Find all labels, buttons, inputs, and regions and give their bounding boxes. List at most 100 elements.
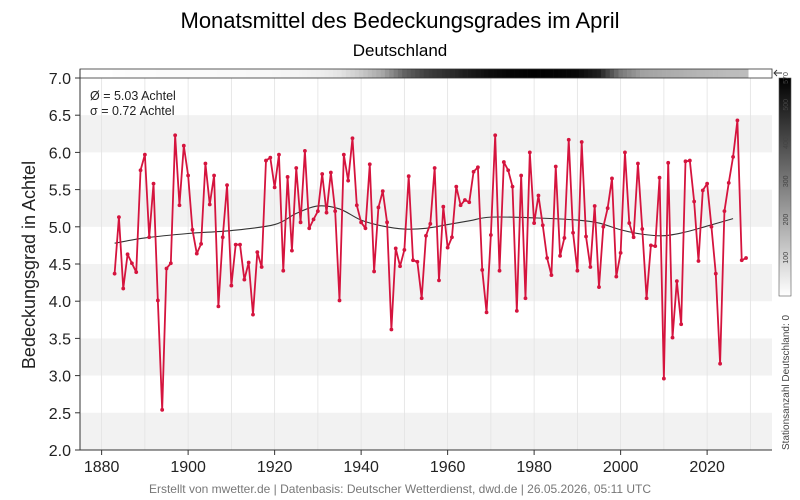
station-cell [125, 69, 131, 78]
colorbar-tick-label: 400 [783, 137, 790, 149]
data-point [726, 181, 731, 185]
station-cell [640, 69, 645, 78]
y-tick-label: 3.0 [49, 369, 71, 386]
data-point [549, 273, 554, 278]
station-cell [147, 69, 152, 78]
data-point [173, 133, 178, 138]
data-point [242, 277, 247, 282]
station-cell [207, 69, 213, 78]
data-point [155, 298, 160, 303]
data-point [268, 155, 273, 160]
station-cell [285, 69, 291, 78]
station-cell [129, 69, 135, 78]
data-point [501, 160, 506, 164]
x-tick-label: 2000 [603, 459, 639, 476]
station-cell [259, 69, 265, 78]
data-point [160, 407, 165, 412]
station-cell [216, 69, 221, 78]
mean-stat: Ø = 5.03 Achtel [90, 89, 176, 103]
y-tick-label: 5.5 [49, 183, 71, 200]
data-point [644, 296, 649, 301]
station-cell [276, 69, 282, 78]
station-cell [142, 69, 148, 78]
data-point [346, 178, 351, 183]
data-point [627, 221, 632, 225]
station-cell [739, 69, 745, 78]
data-point [636, 161, 640, 166]
data-point [679, 322, 684, 327]
station-cell [562, 69, 567, 78]
station-cell [298, 69, 304, 78]
data-point [597, 285, 601, 289]
chart-subtitle: Deutschland [353, 41, 448, 60]
data-point [497, 268, 502, 273]
station-cell [328, 69, 334, 78]
station-cell [164, 69, 169, 78]
data-point [212, 173, 216, 178]
station-cell [704, 69, 710, 78]
data-point [294, 166, 299, 170]
data-point [623, 150, 627, 155]
station-cell [419, 69, 425, 78]
colorbar-label: Stationsanzahl Deutschland: 0 [781, 314, 792, 450]
data-point [130, 261, 134, 266]
data-point [324, 210, 329, 215]
data-point [458, 203, 463, 208]
x-tick-label: 1960 [430, 459, 466, 476]
station-cell [583, 69, 589, 78]
station-cell [345, 69, 351, 78]
data-point [216, 304, 221, 309]
data-point [151, 181, 156, 186]
data-point [164, 266, 169, 271]
station-cell [233, 69, 239, 78]
station-cell [588, 69, 593, 78]
station-cell [536, 69, 541, 78]
station-cell [289, 69, 295, 78]
station-cell [380, 69, 386, 78]
data-point [134, 270, 139, 275]
station-cell [497, 69, 502, 78]
colorbar [778, 77, 792, 297]
data-point [238, 242, 242, 247]
colorbar-arrow-icon [773, 69, 782, 77]
data-point [649, 243, 653, 248]
data-point [670, 335, 675, 340]
station-cell [627, 69, 632, 78]
data-point [168, 261, 173, 266]
data-point [437, 278, 441, 283]
data-point [298, 220, 303, 225]
station-cell [151, 69, 156, 78]
data-point [454, 184, 459, 189]
station-cell [566, 69, 572, 78]
station-cell [237, 69, 243, 78]
data-point [523, 296, 528, 301]
data-point [467, 200, 472, 205]
axes [75, 69, 772, 455]
station-cell [112, 69, 118, 78]
station-cell [367, 69, 373, 78]
x-tick-labels: 1880 1900 1920 1940 1960 1980 2000 2020 [84, 459, 725, 476]
station-cell [609, 69, 615, 78]
data-point [709, 224, 714, 229]
colorbar-tick-label: 200 [783, 214, 790, 226]
data-point [255, 250, 260, 254]
data-point [700, 188, 705, 193]
colorbar-tick-label: 100 [783, 252, 790, 264]
station-cell [389, 69, 394, 78]
data-point [463, 198, 467, 202]
station-cell [134, 69, 139, 78]
sd-stat: σ = 0.72 Achtel [90, 104, 175, 118]
station-cell [333, 69, 338, 78]
station-cell [518, 69, 524, 78]
data-point [117, 215, 121, 220]
station-cell [138, 69, 144, 78]
station-cell [220, 69, 226, 78]
grid-bands [80, 115, 772, 450]
station-cell [415, 69, 420, 78]
y-tick-label: 6.0 [49, 145, 71, 162]
data-point [718, 361, 722, 366]
station-cell [402, 69, 407, 78]
station-cell [570, 69, 576, 78]
data-point [575, 268, 580, 273]
data-point [696, 259, 701, 263]
